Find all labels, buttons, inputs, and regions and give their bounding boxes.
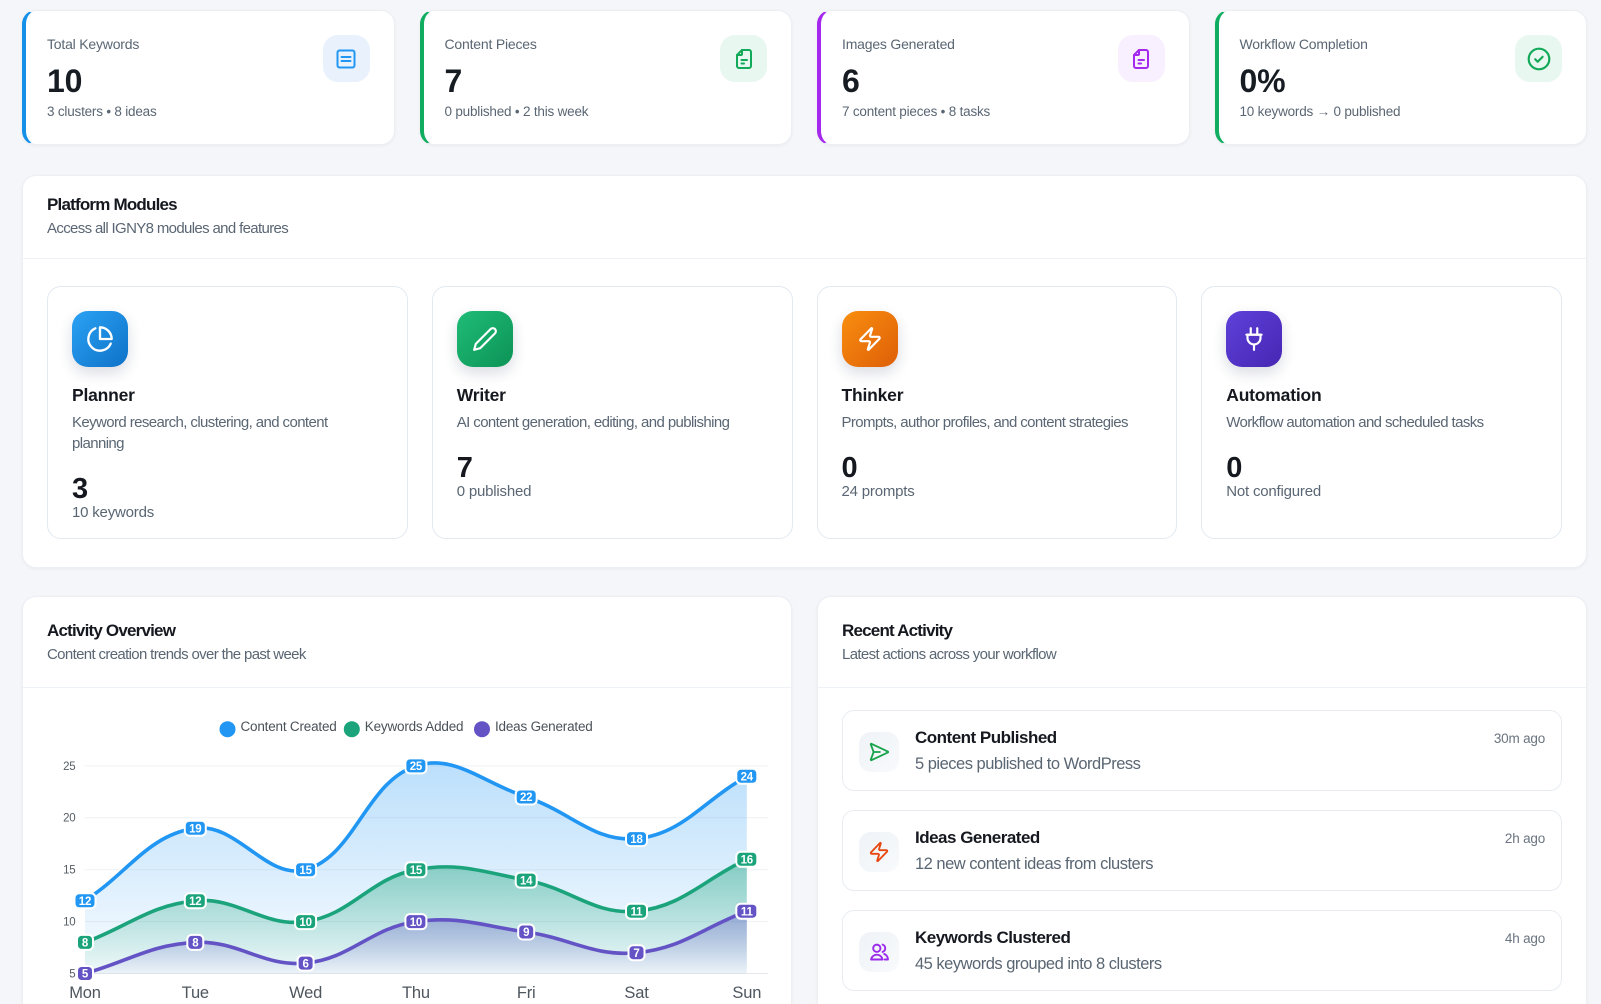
svg-text:9: 9 (523, 927, 529, 939)
svg-text:14: 14 (520, 875, 533, 887)
svg-text:8: 8 (192, 938, 199, 950)
svg-text:12: 12 (189, 896, 201, 908)
svg-text:11: 11 (631, 906, 644, 918)
svg-text:Thu: Thu (402, 984, 430, 1002)
svg-text:24: 24 (741, 772, 754, 784)
svg-text:25: 25 (63, 761, 75, 773)
svg-text:Tue: Tue (182, 984, 209, 1002)
svg-text:18: 18 (630, 834, 643, 846)
svg-text:15: 15 (410, 865, 423, 877)
svg-text:16: 16 (741, 855, 753, 867)
svg-text:Sat: Sat (624, 984, 649, 1002)
svg-text:22: 22 (520, 792, 532, 804)
svg-text:6: 6 (302, 958, 308, 970)
svg-text:25: 25 (410, 761, 423, 773)
svg-text:15: 15 (299, 865, 312, 877)
svg-text:Wed: Wed (289, 984, 322, 1002)
svg-text:Ideas Generated: Ideas Generated (495, 719, 593, 734)
svg-text:10: 10 (299, 917, 311, 929)
svg-text:Keywords Added: Keywords Added (365, 719, 464, 734)
svg-text:5: 5 (69, 968, 75, 980)
svg-text:20: 20 (63, 813, 75, 825)
svg-text:15: 15 (63, 865, 75, 877)
svg-text:8: 8 (82, 938, 89, 950)
svg-text:7: 7 (633, 948, 639, 960)
svg-text:5: 5 (82, 969, 89, 981)
svg-text:12: 12 (79, 896, 91, 908)
svg-text:Content Created: Content Created (241, 719, 337, 734)
svg-text:11: 11 (741, 906, 754, 918)
svg-text:10: 10 (410, 917, 422, 929)
svg-text:10: 10 (63, 917, 75, 929)
svg-text:19: 19 (189, 823, 201, 835)
svg-text:Fri: Fri (517, 984, 536, 1002)
svg-text:Sun: Sun (732, 984, 761, 1002)
svg-text:Mon: Mon (69, 984, 101, 1002)
